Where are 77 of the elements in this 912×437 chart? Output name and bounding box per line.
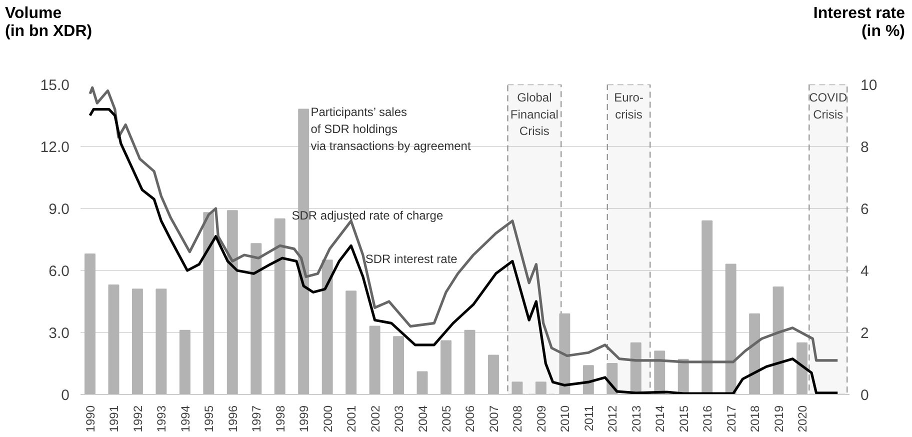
x-tick-label: 1990: [83, 405, 98, 432]
x-tick-label: 1993: [154, 405, 169, 432]
y-tick-label: 12.0: [40, 139, 70, 156]
y-tick-label: 0: [61, 387, 70, 404]
x-tick-label: 1994: [178, 405, 192, 432]
band-label: COVID Crisis: [809, 90, 848, 122]
bar: [274, 218, 286, 394]
bar: [772, 286, 784, 394]
x-tick-label: 2009: [534, 405, 548, 432]
bar: [702, 220, 713, 394]
x-tick-label: 2005: [440, 405, 454, 432]
y-tick-label: 9.0: [48, 201, 70, 218]
bar: [796, 342, 808, 394]
x-tick-label: 2010: [558, 405, 572, 432]
y-tick-label: 15.0: [40, 77, 70, 94]
x-tick-label: 1999: [297, 405, 312, 432]
annotation: Participants’ sales of SDR holdings via transactions by agreement: [310, 105, 472, 153]
band-label: Global Financial Crisis: [510, 90, 558, 138]
x-tick-label: 1996: [226, 405, 240, 432]
bar: [369, 326, 380, 394]
bar: [393, 336, 404, 394]
bar: [156, 288, 167, 394]
y2-tick-label: 0: [860, 387, 869, 404]
bar: [725, 264, 736, 394]
bar: [132, 288, 143, 394]
bar: [416, 371, 428, 394]
x-tick-label: 2001: [344, 405, 359, 432]
x-tick-label: 2015: [676, 405, 691, 432]
y2-tick-label: 10: [860, 77, 878, 94]
y-axis-title: Volume (in bn XDR): [5, 5, 92, 40]
x-tick-label: 2002: [368, 405, 382, 432]
y-tick-label: 3.0: [48, 325, 70, 342]
bar: [203, 212, 214, 394]
bar: [535, 382, 546, 394]
bar: [322, 260, 333, 394]
x-tick-label: 1992: [130, 405, 145, 432]
bar: [440, 340, 452, 394]
x-tick-label: 2007: [486, 405, 501, 432]
x-tick-label: 2008: [510, 405, 525, 432]
x-tick-label: 2000: [320, 405, 335, 432]
x-tick-label: 2016: [700, 405, 715, 432]
bar: [582, 365, 594, 394]
x-tick-label: 1995: [202, 405, 216, 432]
bar: [464, 330, 476, 394]
bar: [749, 313, 760, 394]
bar: [250, 243, 262, 394]
x-tick-label: 2011: [582, 405, 596, 432]
x-tick-label: 1998: [273, 405, 288, 432]
bar: [226, 210, 238, 394]
bar: [108, 284, 120, 394]
annotation: SDR interest rate: [365, 252, 458, 266]
x-tick-label: 2004: [416, 405, 430, 432]
x-tick-label: 2020: [796, 405, 810, 432]
x-tick-label: 2019: [772, 405, 786, 432]
y2-tick-label: 4: [860, 263, 869, 280]
y2-tick-label: 6: [860, 201, 869, 218]
bar: [559, 313, 570, 394]
bar: [488, 354, 499, 394]
x-tick-label: 1991: [107, 405, 122, 432]
y-tick-label: 6.0: [48, 263, 70, 280]
bar: [84, 253, 96, 394]
y2-axis-title: Interest rate (in %): [813, 5, 905, 40]
x-tick-label: 2017: [724, 405, 738, 432]
y2-tick-label: 8: [860, 139, 869, 156]
bar: [346, 290, 357, 394]
x-tick-label: 2014: [653, 405, 668, 432]
x-tick-label: 2018: [748, 405, 762, 432]
x-tick-label: 2012: [606, 405, 620, 432]
x-tick-label: 1997: [250, 405, 264, 432]
bar: [179, 330, 190, 394]
bar: [512, 382, 523, 394]
x-tick-label: 2006: [463, 405, 478, 432]
band-label: Euro- crisis: [614, 90, 644, 122]
y2-tick-label: 2: [860, 325, 869, 342]
annotation: SDR adjusted rate of charge: [292, 208, 444, 222]
x-tick-label: 2013: [629, 405, 644, 432]
x-tick-label: 2003: [392, 405, 406, 432]
